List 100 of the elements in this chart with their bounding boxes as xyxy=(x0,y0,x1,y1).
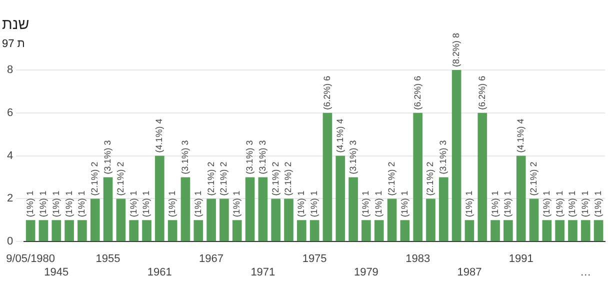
data-label: (1%) 1 xyxy=(580,190,590,218)
data-label: (2.1%) 2 xyxy=(90,162,100,196)
bar xyxy=(220,198,229,242)
data-label: (4.1%) 4 xyxy=(334,118,345,153)
bar xyxy=(245,177,255,242)
data-label: (2.1%) 2 xyxy=(206,162,216,196)
data-label: (3.1%) 3 xyxy=(102,140,113,174)
data-label: (4.1%) 4 xyxy=(516,118,526,153)
bar xyxy=(362,220,371,242)
data-label: (3.1%) 3 xyxy=(244,140,254,174)
data-label: (1%) 1 xyxy=(490,190,500,218)
data-label: (2.1%) 2 xyxy=(270,162,280,196)
data-label: (4.1%) 4 xyxy=(154,118,164,153)
data-label: (1%) 1 xyxy=(192,190,203,218)
bar xyxy=(529,198,539,242)
x-tick-label: 1983 xyxy=(406,253,430,266)
data-label: (1%) 1 xyxy=(464,190,474,218)
bar xyxy=(64,220,74,242)
x-tick-label: 1979 xyxy=(354,266,378,278)
bar xyxy=(168,220,178,242)
data-label: (1%) 1 xyxy=(64,190,74,218)
bar xyxy=(555,220,564,242)
x-tick-label: 1955 xyxy=(96,253,120,266)
bar xyxy=(387,198,397,242)
bar xyxy=(374,220,384,242)
bar xyxy=(438,177,448,242)
y-tick-label: 0 xyxy=(6,236,14,248)
chart-subtitle: 97 ת xyxy=(2,38,25,50)
data-label: (3.1%) 3 xyxy=(257,140,268,174)
bar xyxy=(52,220,62,242)
data-label: (2.1%) 2 xyxy=(283,162,294,196)
x-tick-label: … xyxy=(580,266,592,278)
bar xyxy=(90,198,100,242)
bar xyxy=(232,220,242,242)
bar xyxy=(490,220,500,242)
bar xyxy=(580,220,590,242)
data-label: (1%) 1 xyxy=(360,190,371,218)
data-label: (2.1%) 2 xyxy=(218,162,229,196)
data-label: (6.2%) 6 xyxy=(412,76,422,110)
bar xyxy=(426,198,436,242)
bar xyxy=(413,112,422,242)
bar xyxy=(400,220,410,242)
x-tick-label: 1961 xyxy=(147,266,172,278)
bar xyxy=(103,177,113,242)
data-label: (1%) 1 xyxy=(541,190,552,218)
bar xyxy=(310,220,320,242)
data-label: (8.2%) 8 xyxy=(451,32,462,67)
data-label: (1%) 1 xyxy=(167,190,178,218)
data-label: (1%) 1 xyxy=(554,190,564,218)
bar xyxy=(271,198,280,242)
data-label: (1%) 1 xyxy=(593,190,604,218)
bar xyxy=(194,220,204,242)
bar xyxy=(129,220,139,242)
bar xyxy=(78,220,87,242)
x-tick-label: 1971 xyxy=(250,266,276,278)
bar xyxy=(348,177,358,242)
data-label: (1%) 1 xyxy=(50,190,61,218)
bar xyxy=(206,198,216,242)
chart-title: שנת xyxy=(2,16,30,33)
data-label: (1%) 1 xyxy=(25,190,36,218)
bar xyxy=(478,112,488,242)
x-tick-label: 1945 xyxy=(44,266,69,278)
data-label: (1%) 1 xyxy=(399,190,410,218)
bar xyxy=(594,220,604,242)
data-label: (6.2%) 6 xyxy=(322,76,332,110)
data-label: (2.1%) 2 xyxy=(425,162,436,196)
data-label: (3.1%) 3 xyxy=(180,140,190,174)
bar xyxy=(504,220,513,242)
data-label: (1%) 1 xyxy=(232,190,242,218)
y-tick-label: 8 xyxy=(6,64,14,76)
x-tick-label: 9/05/1980 xyxy=(6,253,56,266)
bar xyxy=(116,198,126,242)
data-label: (2.1%) 2 xyxy=(528,162,538,196)
data-label: (1%) 1 xyxy=(38,190,48,218)
bar xyxy=(154,156,164,242)
data-label: (1%) 1 xyxy=(309,190,320,218)
bar xyxy=(568,220,578,242)
bar xyxy=(322,112,332,242)
data-label: (2.1%) 2 xyxy=(386,162,396,196)
bar xyxy=(38,220,48,242)
bar xyxy=(258,177,268,242)
data-label: (1%) 1 xyxy=(141,190,152,218)
bar xyxy=(284,198,294,242)
data-label: (1%) 1 xyxy=(502,190,513,218)
bar xyxy=(452,70,462,242)
bar xyxy=(336,156,346,242)
x-tick-label: 1967 xyxy=(199,253,224,266)
bar xyxy=(180,177,190,242)
data-label: (6.2%) 6 xyxy=(476,76,487,110)
x-tick-label: 1987 xyxy=(457,266,482,278)
x-tick-label: 1991 xyxy=(508,253,534,266)
data-label: (1%) 1 xyxy=(374,190,384,218)
data-label: (1%) 1 xyxy=(76,190,87,218)
data-label: (1%) 1 xyxy=(128,190,138,218)
x-tick-label: 1975 xyxy=(302,253,327,266)
bar xyxy=(516,156,526,242)
bar xyxy=(142,220,152,242)
data-label: (2.1%) 2 xyxy=(115,162,126,196)
y-tick-label: 4 xyxy=(6,150,14,162)
bar xyxy=(542,220,552,242)
